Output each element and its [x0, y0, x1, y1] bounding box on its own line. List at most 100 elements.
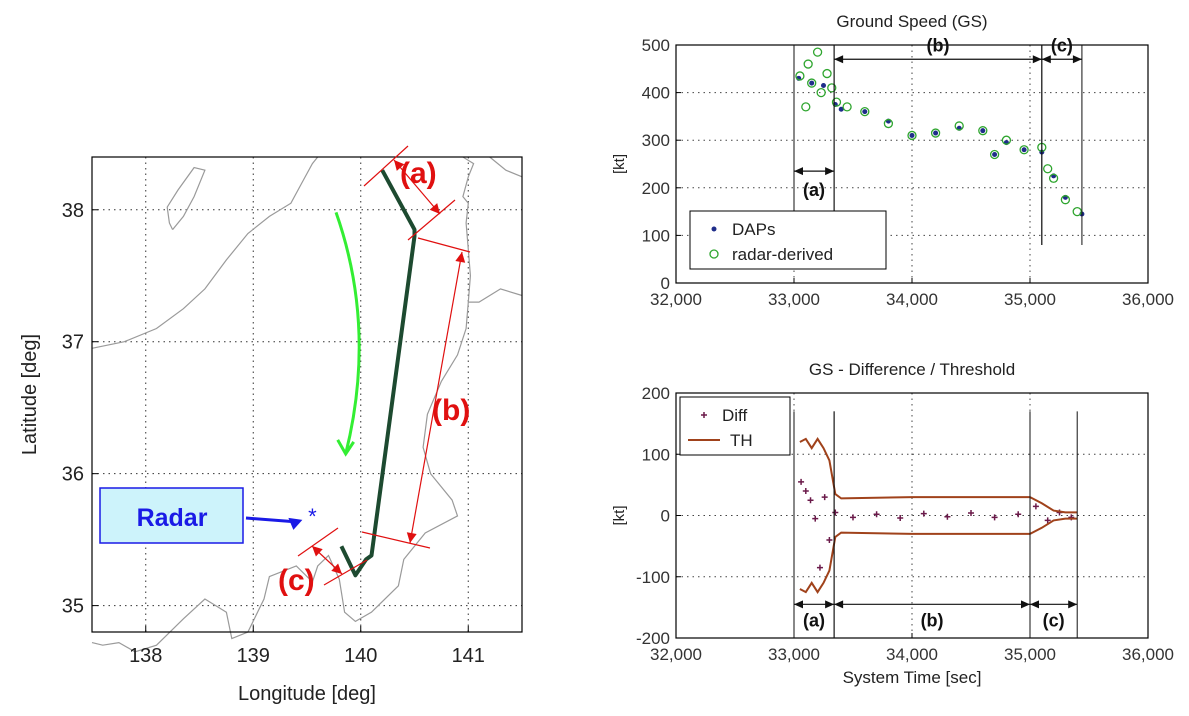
annotation-label: (b) [926, 35, 949, 55]
map-axes-frame [91, 156, 523, 633]
data-point-radar [801, 102, 811, 112]
y-tick-label: 400 [642, 84, 670, 103]
data-point-radar [1043, 164, 1053, 174]
legend-box [679, 396, 791, 456]
x-tick-label: 33,000 [768, 290, 820, 309]
radar-pointer-arrowhead [288, 517, 303, 530]
x-axis-label: System Time [sec] [843, 668, 982, 687]
annotation-arrowhead [794, 167, 803, 176]
segment-c-extent [297, 527, 339, 557]
segment-a-arrowhead [429, 203, 440, 214]
map-ytick-label: 37 [62, 332, 84, 354]
x-tick-label: 35,000 [1004, 290, 1056, 309]
segment-a-arrowhead [394, 160, 405, 171]
series-line-th-lower [799, 517, 1078, 594]
map-xtick-label: 139 [237, 645, 270, 667]
data-point-radar [930, 128, 941, 138]
data-point-radar [831, 97, 842, 107]
data-point-radar [1048, 173, 1059, 183]
data-point-radar [795, 71, 805, 81]
data-point-diff [826, 537, 833, 543]
data-point-radar [842, 102, 852, 112]
annotation-label: (a) [803, 610, 825, 630]
data-point-radar [822, 68, 832, 79]
x-tick-label: 35,000 [1004, 645, 1056, 664]
x-tick-label: 33,000 [768, 645, 820, 664]
annotation-arrowhead [1041, 55, 1051, 64]
data-point-diff [897, 514, 904, 521]
annotation-arrowhead [1021, 600, 1030, 609]
coastline [91, 156, 319, 349]
segment-label-c: (c) [278, 564, 315, 597]
data-point-diff [873, 511, 880, 518]
x-tick-label: 32,000 [650, 645, 702, 664]
annotation-arrowhead [1032, 55, 1042, 64]
coastline [489, 156, 523, 178]
data-point-dap [980, 128, 986, 134]
annotation-arrowhead [834, 55, 844, 64]
radar-pointer-arrow [245, 516, 297, 524]
data-point-radar [989, 149, 1000, 160]
legend-label: TH [730, 431, 753, 450]
map-xaxis-label: Longitude [deg] [238, 683, 376, 705]
segment-a-extent [363, 145, 409, 187]
legend-marker-diff [701, 412, 707, 418]
data-point-diff [798, 478, 805, 485]
data-point-radar [954, 121, 964, 131]
data-point-diff [812, 515, 819, 522]
data-point-dap [933, 130, 939, 136]
direction-arrowhead [336, 439, 355, 457]
coastline [166, 166, 206, 230]
data-point-radar [812, 47, 823, 57]
y-tick-label: 200 [642, 384, 670, 403]
y-tick-label: 0 [661, 274, 670, 293]
y-tick-label: -100 [636, 568, 670, 587]
data-point-diff [991, 514, 998, 521]
radar-label: Radar [137, 504, 208, 532]
map-yaxis-label: Latitude [deg] [19, 334, 41, 455]
ground-speed-chart: 32,000 33,000 34,000 35,000 36,000 0 100 200 300… [611, 12, 1174, 309]
y-tick-label: 100 [642, 226, 670, 245]
annotation-arrowhead [1030, 600, 1039, 609]
x-tick-label: 36,000 [1122, 645, 1174, 664]
legend-box [689, 210, 887, 270]
data-point-radar [907, 130, 917, 141]
data-point-dap [992, 151, 998, 157]
data-point-dap [909, 132, 915, 138]
chart-title: Ground Speed (GS) [836, 12, 987, 31]
y-tick-label: 0 [661, 507, 670, 526]
x-tick-label: 34,000 [886, 290, 938, 309]
flight-track [339, 169, 417, 578]
annotation-label: (b) [921, 610, 944, 630]
y-axis-label: [kt] [611, 505, 628, 525]
data-point-diff [821, 494, 828, 501]
legend-label: Diff [722, 406, 747, 425]
coastline [468, 288, 523, 303]
data-point-radar [1001, 135, 1012, 145]
y-tick-label: 300 [642, 131, 670, 150]
map-ytick-label: 36 [62, 464, 84, 486]
data-point-radar [1060, 195, 1071, 205]
segment-b-arrow [409, 251, 463, 544]
y-tick-label: -200 [636, 629, 670, 648]
radar-marker-icon: * [308, 504, 317, 529]
data-point-radar [827, 83, 837, 93]
segment-label-a: (a) [400, 157, 437, 190]
data-point-diff [1044, 517, 1051, 524]
data-point-diff [920, 510, 927, 517]
data-point-diff [802, 488, 809, 494]
data-point-dap [821, 82, 826, 88]
map-ytick-label: 35 [62, 596, 84, 618]
chart-title: GS - Difference / Threshold [809, 360, 1015, 379]
data-point-diff [1032, 503, 1039, 510]
annotation-arrowhead [834, 600, 844, 609]
data-point-radar [860, 106, 870, 117]
segment-c-arrowhead [331, 563, 342, 574]
segment-label-b: (b) [432, 394, 470, 427]
data-point-radar [1072, 206, 1082, 217]
data-point-diff [968, 510, 974, 517]
data-point-diff [1015, 511, 1022, 518]
legend-label: radar-derived [732, 245, 833, 264]
y-axis-label: [kt] [611, 154, 628, 174]
data-point-diff [816, 564, 823, 571]
